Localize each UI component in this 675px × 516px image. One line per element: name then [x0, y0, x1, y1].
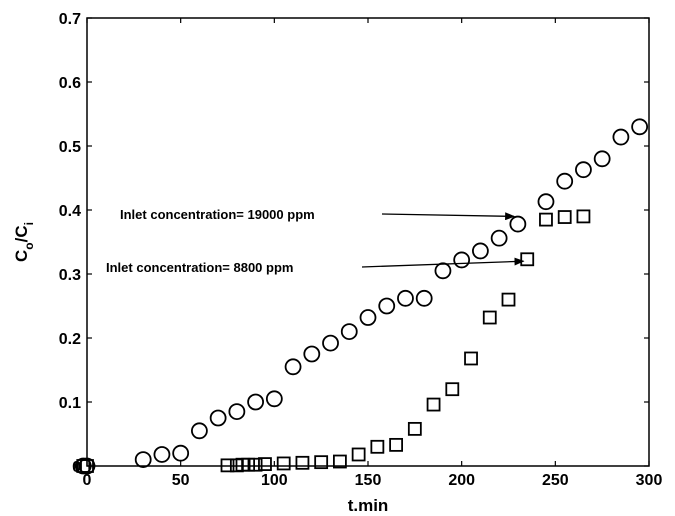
square-marker [557, 210, 572, 224]
x-tick-label: 200 [448, 472, 475, 489]
y-tick-label: 0.3 [59, 267, 81, 284]
square-marker [501, 292, 516, 307]
circle-marker [340, 323, 358, 341]
circle-marker [415, 289, 433, 307]
square-marker [351, 447, 366, 462]
axis-ticks [86, 17, 650, 467]
square-marker [241, 457, 256, 472]
square-marker [295, 455, 310, 470]
circle-marker [359, 309, 377, 326]
y-label-sep: /C [12, 225, 31, 242]
square-marker [314, 455, 329, 470]
x-tick-label: 300 [636, 472, 663, 489]
circle-marker [78, 457, 96, 475]
square-marker [539, 212, 553, 227]
annotation-arrow [381, 212, 516, 221]
circle-marker [265, 390, 283, 408]
square-marker [80, 459, 94, 473]
circle-marker [247, 393, 265, 411]
circle-marker [434, 262, 452, 280]
plot-area [86, 17, 650, 467]
circle-marker [284, 358, 302, 376]
square-marker [407, 421, 422, 436]
circle-marker [631, 118, 649, 136]
y-axis-label: Co/Ci [12, 222, 36, 262]
circle-marker [612, 128, 630, 146]
x-tick-label: 150 [355, 472, 382, 489]
y-label-sub-o: o [22, 242, 36, 249]
annotation-arrow [361, 257, 525, 268]
circle-marker [453, 251, 471, 269]
y-tick-label: 0.4 [59, 203, 81, 220]
circle-marker [575, 161, 592, 179]
square-marker [576, 209, 591, 224]
square-marker [332, 454, 347, 469]
square-marker [482, 310, 497, 325]
circle-marker [593, 150, 611, 168]
circle-marker [190, 422, 208, 440]
circle-marker [471, 242, 489, 260]
circle-marker [303, 345, 321, 363]
square-marker [248, 457, 263, 472]
x-axis-label: t.min [348, 496, 389, 515]
y-tick-label: 0.6 [59, 75, 81, 92]
y-label-sub-i: i [22, 222, 36, 225]
circle-marker [134, 451, 152, 469]
annotations: Inlet concentration= 19000 ppm Inlet conc… [106, 207, 525, 275]
circle-marker [153, 446, 171, 463]
annotation-label: Inlet concentration= 19000 ppm [120, 207, 315, 222]
x-tick-label: 100 [261, 472, 288, 489]
y-tick-label: 0.5 [59, 139, 81, 156]
square-marker [464, 351, 478, 366]
circle-marker [490, 229, 508, 247]
y-tick-label: 0.2 [59, 331, 81, 348]
annotation-label: Inlet concentration= 8800 ppm [106, 260, 293, 275]
circle-marker [172, 444, 190, 462]
circle-marker [322, 334, 339, 352]
square-marker [258, 457, 272, 471]
circle-marker [228, 403, 246, 421]
y-label-main: C [12, 250, 31, 262]
circle-marker [509, 215, 527, 233]
square-marker [276, 456, 291, 471]
x-tick-label: 0 [83, 472, 92, 489]
square-marker [220, 458, 235, 473]
circle-marker [537, 193, 555, 211]
y-tick-label: 0.1 [59, 395, 81, 412]
x-tick-label: 50 [172, 472, 190, 489]
square-marker [370, 439, 385, 454]
x-tick-label: 250 [542, 472, 569, 489]
circle-marker [397, 289, 414, 307]
circle-marker [556, 172, 574, 190]
square-marker [426, 397, 441, 412]
square-marker [389, 437, 404, 452]
square-marker [445, 382, 460, 397]
circle-marker [378, 297, 396, 315]
circle-marker [209, 409, 227, 427]
y-tick-label: 0.7 [59, 11, 81, 28]
